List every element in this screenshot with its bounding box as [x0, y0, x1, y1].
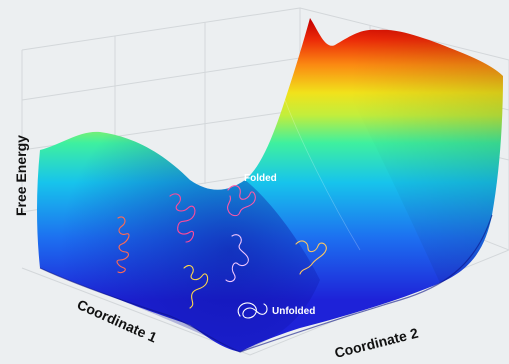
- front-edge: [39, 214, 493, 353]
- protein-conformation-icon: [227, 185, 256, 217]
- surface-right-shade: [310, 18, 503, 283]
- energy-surface: [37, 18, 503, 353]
- protein-conformation-icon: [116, 216, 130, 274]
- grid-line: [21, 57, 301, 101]
- right-ridge: [284, 99, 361, 251]
- surface-basin-shade: [37, 131, 320, 352]
- protein-conformations: [116, 185, 327, 319]
- protein-conformation-icon: [169, 193, 196, 243]
- protein-conformation-icon: [225, 234, 249, 283]
- unfolded-label: Unfolded: [272, 306, 315, 317]
- protein-conformation-icon: [237, 302, 268, 319]
- folded-label: Folded: [244, 173, 277, 184]
- protein-conformation-icon: [295, 240, 327, 275]
- protein-conformation-icon: [183, 265, 209, 309]
- z-axis-title: Free Energy: [13, 135, 29, 216]
- y-axis-title: Coordinate 2: [333, 325, 420, 361]
